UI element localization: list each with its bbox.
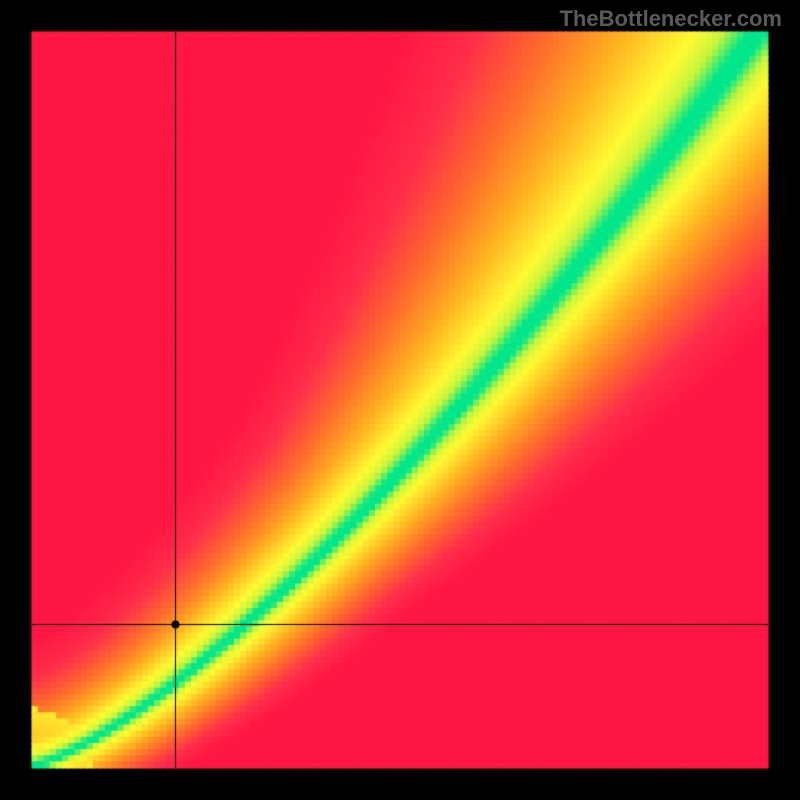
chart-container: TheBottlenecker.com bbox=[0, 0, 800, 800]
heatmap-canvas bbox=[0, 0, 800, 800]
watermark-text: TheBottlenecker.com bbox=[559, 6, 782, 32]
